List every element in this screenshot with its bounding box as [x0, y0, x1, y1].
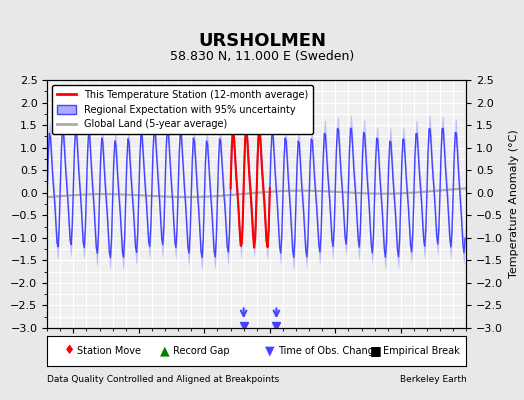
Text: ▲: ▲: [160, 344, 170, 358]
Text: ▼: ▼: [265, 344, 275, 358]
Text: Data Quality Controlled and Aligned at Breakpoints: Data Quality Controlled and Aligned at B…: [47, 375, 279, 384]
Legend: This Temperature Station (12-month average), Regional Expectation with 95% uncer: This Temperature Station (12-month avera…: [52, 85, 313, 134]
Text: 58.830 N, 11.000 E (Sweden): 58.830 N, 11.000 E (Sweden): [170, 50, 354, 63]
Text: URSHOLMEN: URSHOLMEN: [198, 32, 326, 50]
Text: ■: ■: [370, 344, 381, 358]
Text: ♦: ♦: [64, 344, 75, 358]
Text: Berkeley Earth: Berkeley Earth: [400, 375, 466, 384]
Y-axis label: Temperature Anomaly (°C): Temperature Anomaly (°C): [509, 130, 519, 278]
Text: Record Gap: Record Gap: [173, 346, 230, 356]
Text: Station Move: Station Move: [77, 346, 140, 356]
Text: Empirical Break: Empirical Break: [383, 346, 459, 356]
Text: Time of Obs. Change: Time of Obs. Change: [278, 346, 379, 356]
